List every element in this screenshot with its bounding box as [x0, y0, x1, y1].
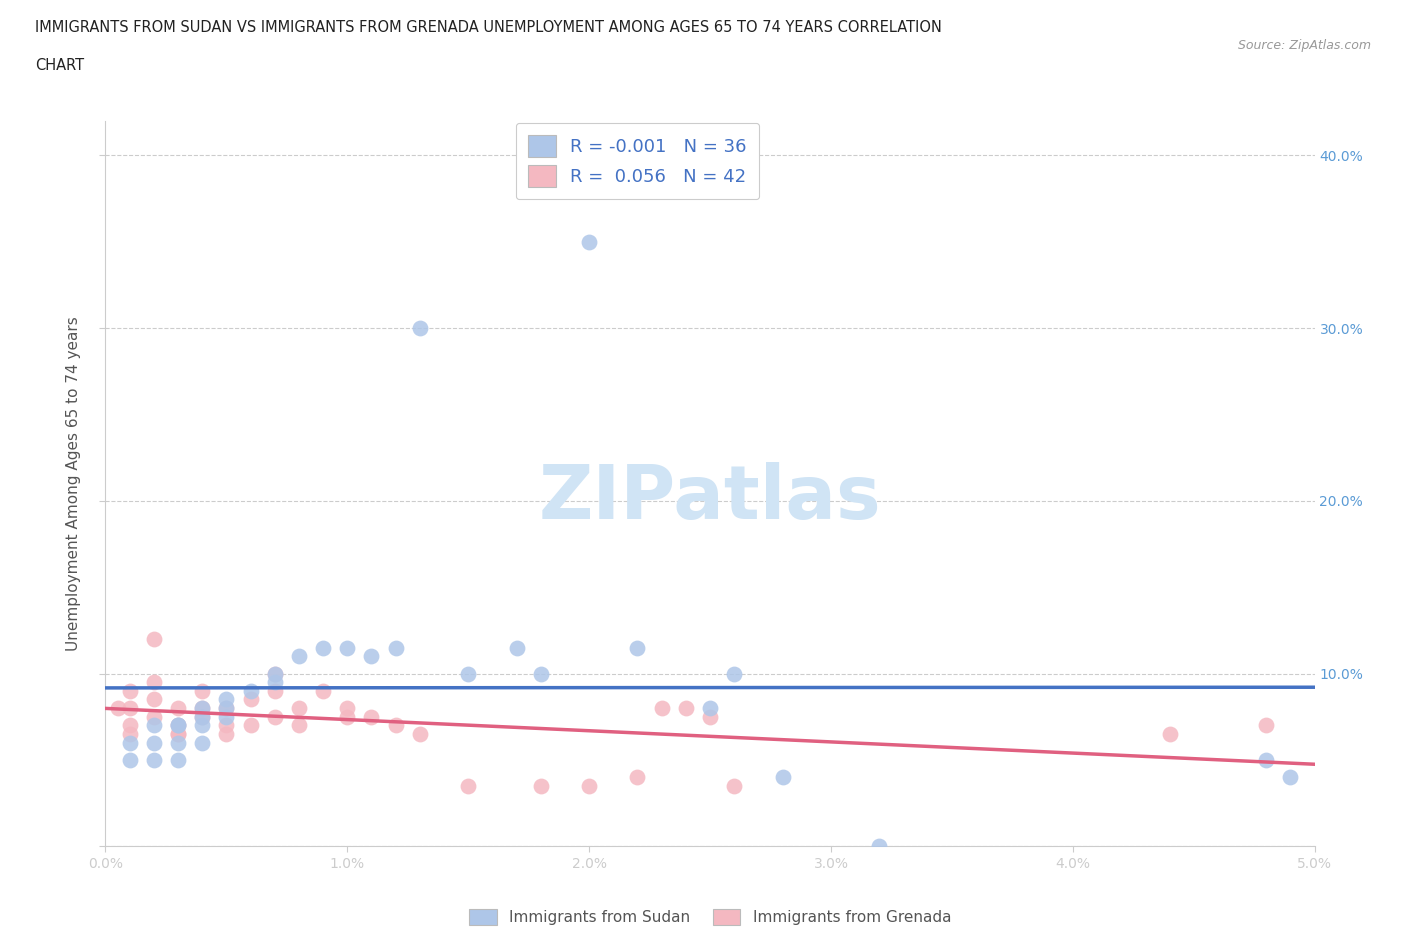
Text: ZIPatlas: ZIPatlas [538, 461, 882, 535]
Point [191, 718, 214, 733]
Point [191, 700, 214, 715]
Point [191, 710, 214, 724]
Point [167, 718, 190, 733]
Point [336, 700, 359, 715]
Point [409, 726, 432, 741]
Point [215, 692, 238, 707]
Point [675, 700, 697, 715]
Point [409, 321, 432, 336]
Point [167, 752, 190, 767]
Point [142, 631, 165, 646]
Point [263, 675, 285, 690]
Point [384, 718, 406, 733]
Point [239, 718, 262, 733]
Point [142, 752, 165, 767]
Text: Source: ZipAtlas.com: Source: ZipAtlas.com [1237, 39, 1371, 52]
Point [142, 736, 165, 751]
Point [336, 710, 359, 724]
Point [263, 666, 285, 681]
Point [167, 736, 190, 751]
Point [215, 700, 238, 715]
Y-axis label: Unemployment Among Ages 65 to 74 years: Unemployment Among Ages 65 to 74 years [66, 316, 82, 651]
Point [360, 649, 382, 664]
Point [191, 736, 214, 751]
Point [142, 710, 165, 724]
Point [1279, 770, 1302, 785]
Point [167, 726, 190, 741]
Point [263, 684, 285, 698]
Point [215, 710, 238, 724]
Point [457, 666, 479, 681]
Point [288, 718, 311, 733]
Point [107, 700, 129, 715]
Point [457, 778, 479, 793]
Point [167, 718, 190, 733]
Point [215, 700, 238, 715]
Point [118, 684, 141, 698]
Point [191, 710, 214, 724]
Point [118, 700, 141, 715]
Point [288, 700, 311, 715]
Point [384, 640, 406, 655]
Point [167, 726, 190, 741]
Point [142, 692, 165, 707]
Point [505, 640, 527, 655]
Text: CHART: CHART [35, 58, 84, 73]
Point [167, 700, 190, 715]
Point [239, 684, 262, 698]
Point [626, 770, 648, 785]
Point [699, 710, 721, 724]
Point [215, 718, 238, 733]
Point [868, 839, 890, 854]
Point [578, 778, 600, 793]
Point [1159, 726, 1181, 741]
Point [578, 234, 600, 249]
Point [142, 718, 165, 733]
Point [118, 718, 141, 733]
Point [699, 700, 721, 715]
Point [118, 736, 141, 751]
Legend: Immigrants from Sudan, Immigrants from Grenada: Immigrants from Sudan, Immigrants from G… [461, 901, 959, 930]
Point [626, 640, 648, 655]
Text: IMMIGRANTS FROM SUDAN VS IMMIGRANTS FROM GRENADA UNEMPLOYMENT AMONG AGES 65 TO 7: IMMIGRANTS FROM SUDAN VS IMMIGRANTS FROM… [35, 20, 942, 35]
Point [118, 726, 141, 741]
Point [239, 692, 262, 707]
Point [530, 666, 553, 681]
Point [723, 666, 745, 681]
Point [312, 684, 335, 698]
Point [530, 778, 553, 793]
Point [651, 700, 673, 715]
Point [288, 649, 311, 664]
Point [1256, 718, 1278, 733]
Point [191, 700, 214, 715]
Point [772, 770, 794, 785]
Point [215, 726, 238, 741]
Point [336, 640, 359, 655]
Point [118, 752, 141, 767]
Point [360, 710, 382, 724]
Point [723, 778, 745, 793]
Point [263, 666, 285, 681]
Point [312, 640, 335, 655]
Point [167, 718, 190, 733]
Point [263, 710, 285, 724]
Point [1256, 752, 1278, 767]
Point [142, 675, 165, 690]
Point [191, 684, 214, 698]
